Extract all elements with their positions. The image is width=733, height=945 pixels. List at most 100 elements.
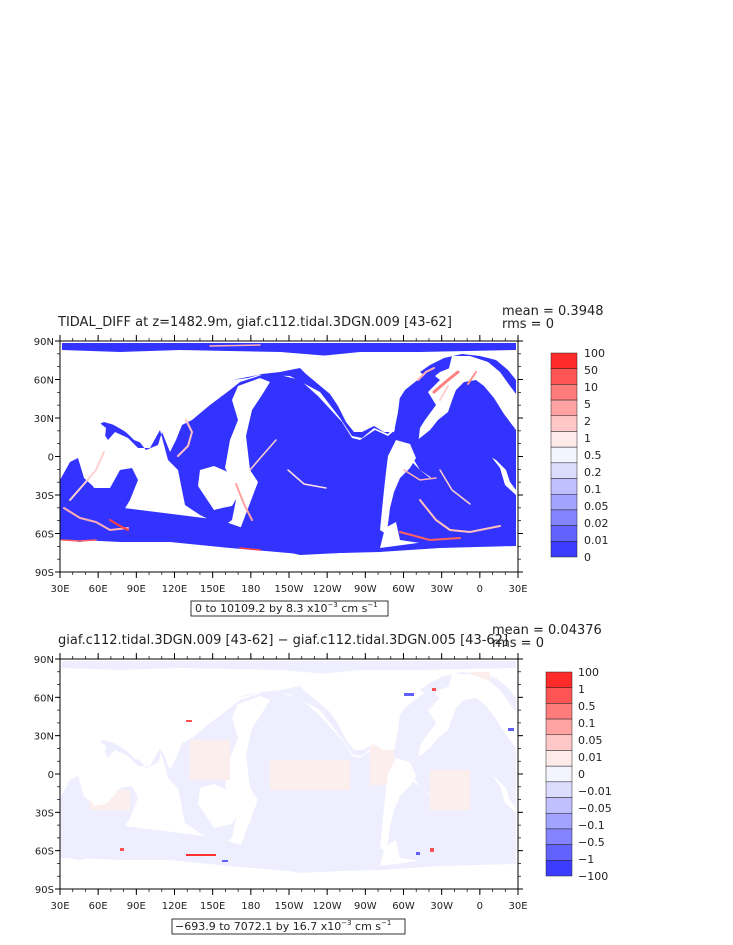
colorbar-swatch — [545, 671, 573, 688]
colorbar-label: 0.01 — [578, 751, 603, 764]
lon-label: 0 — [477, 901, 483, 912]
colorbar-label: 10 — [584, 381, 598, 394]
colorbar-swatch — [550, 478, 578, 495]
colorbar-label: 0.05 — [584, 500, 609, 513]
colorbar-label: 0.01 — [584, 534, 609, 547]
colorbar-label: 0 — [578, 768, 585, 781]
panel-1-lon-labels: 30E 60E 90E 120E 150E 180 150W 120W 90W 60W 30W 0 30… — [50, 584, 527, 595]
panel-2-specks — [120, 688, 514, 862]
lat-label: 90S — [35, 885, 54, 896]
lon-label: 0 — [477, 584, 483, 595]
colorbar-label: −1 — [578, 853, 594, 866]
lon-label: 30E — [508, 584, 527, 595]
colorbar-swatch — [550, 399, 578, 417]
lon-label: 30E — [50, 584, 69, 595]
colorbar-label: 100 — [584, 347, 605, 360]
colorbar-swatch — [545, 797, 573, 814]
lon-label: 120W — [313, 584, 342, 595]
colorbar-label: −100 — [578, 870, 608, 883]
lon-label: 120E — [162, 584, 187, 595]
lon-label: 90E — [127, 584, 146, 595]
lon-label: 150E — [200, 584, 225, 595]
colorbar-swatch — [545, 750, 573, 767]
panel-2-pink-patches — [90, 672, 490, 810]
lon-label: 30W — [430, 901, 453, 912]
colorbar-label: −0.5 — [578, 836, 605, 849]
colorbar-label: 0.5 — [578, 700, 596, 713]
lat-label: 60S — [35, 530, 54, 541]
colorbar-label: −0.01 — [578, 785, 612, 798]
lon-label: 90E — [127, 901, 146, 912]
colorbar-swatch — [545, 734, 573, 751]
lon-label: 60W — [392, 901, 415, 912]
panel-1-ridge-streaks — [61, 344, 501, 551]
colorbar-swatch — [545, 844, 573, 861]
lat-label: 0 — [48, 453, 54, 464]
colorbar-swatch — [545, 860, 573, 877]
colorbar-label: 0.5 — [584, 449, 602, 462]
lat-label: 30N — [34, 414, 54, 425]
colorbar-swatch — [545, 703, 573, 720]
lon-label: 60E — [89, 584, 108, 595]
lon-label: 150W — [275, 584, 304, 595]
colorbar-label: 1 — [584, 432, 591, 445]
colorbar-label: 0.1 — [578, 717, 596, 730]
colorbar-label: 5 — [584, 398, 591, 411]
panel-1-ticks — [55, 335, 523, 578]
panel-2: giaf.c112.tidal.3DGN.009 [43-62] − giaf.… — [34, 623, 612, 935]
lat-label: 30N — [34, 732, 54, 743]
colorbar-swatch — [550, 525, 578, 542]
lat-label: 90S — [35, 568, 54, 579]
colorbar-swatch — [545, 687, 573, 704]
colorbar-swatch — [550, 541, 578, 558]
panel-2-lat-labels: 90N 60N 30N 0 30S 60S 90S — [34, 655, 54, 896]
colorbar-label: 0.02 — [584, 517, 609, 530]
lon-label: 180 — [241, 901, 260, 912]
panel-2-map — [60, 659, 518, 889]
colorbar-swatch — [545, 812, 573, 830]
panel-1-lat-labels: 90N 60N 30N 0 30S 60S 90S — [34, 337, 54, 579]
lat-label: 0 — [48, 770, 54, 781]
colorbar-swatch — [550, 462, 578, 479]
panel-2-landmasses — [60, 670, 516, 889]
colorbar-swatch — [550, 509, 578, 526]
panel-1-range-text: 0 to 10109.2 by 8.3 x10−3 cm s−1 — [195, 601, 378, 615]
panel-1-title: TIDAL_DIFF at z=1482.9m, giaf.c112.tidal… — [57, 315, 452, 330]
panel-2-rms: rms = 0 — [492, 636, 544, 651]
lon-label: 150E — [200, 901, 225, 912]
colorbar-swatch — [545, 765, 573, 783]
colorbar-label: −0.05 — [578, 802, 612, 815]
colorbar-label: 0.2 — [584, 466, 602, 479]
lon-label: 30W — [430, 584, 453, 595]
lat-label: 60S — [35, 847, 54, 858]
lon-label: 90W — [354, 584, 377, 595]
colorbar-label: 0.1 — [584, 483, 602, 496]
colorbar-swatch — [550, 384, 578, 401]
colorbar-swatch — [550, 446, 578, 464]
panel-2-range-text: −693.9 to 7072.1 by 16.7 x10−3 cm s−1 — [175, 919, 391, 933]
colorbar-label: 1 — [578, 683, 585, 696]
lon-label: 120W — [313, 901, 342, 912]
panel-1-mean: mean = 0.3948 — [502, 304, 604, 319]
lon-label: 60W — [392, 584, 415, 595]
colorbar-label: 0 — [584, 551, 591, 564]
lat-label: 30S — [35, 808, 54, 819]
panel-2-colorbar: 100 1 0.5 0.1 0.05 0.01 0 −0.01 −0.05 −0.1 −0.5 −1 −… — [545, 666, 612, 883]
lon-label: 180 — [241, 584, 260, 595]
colorbar-swatch — [550, 352, 578, 369]
colorbar-swatch — [545, 781, 573, 798]
colorbar-label: 2 — [584, 415, 591, 428]
colorbar-label: 50 — [584, 364, 598, 377]
panel-1-landmasses — [60, 352, 516, 572]
lon-label: 150W — [275, 901, 304, 912]
panel-2-range-box — [171, 918, 406, 935]
colorbar-swatch — [550, 431, 578, 448]
lat-label: 30S — [35, 491, 54, 502]
colorbar-label: 0.05 — [578, 734, 603, 747]
panel-2-lon-labels: 30E 60E 90E 120E 150E 180 150W 120W 90W 60W 30W 0 30… — [50, 901, 527, 912]
lat-label: 90N — [34, 337, 54, 348]
colorbar-swatch — [550, 493, 578, 511]
colorbar-swatch — [550, 415, 578, 432]
lat-label: 90N — [34, 655, 54, 666]
